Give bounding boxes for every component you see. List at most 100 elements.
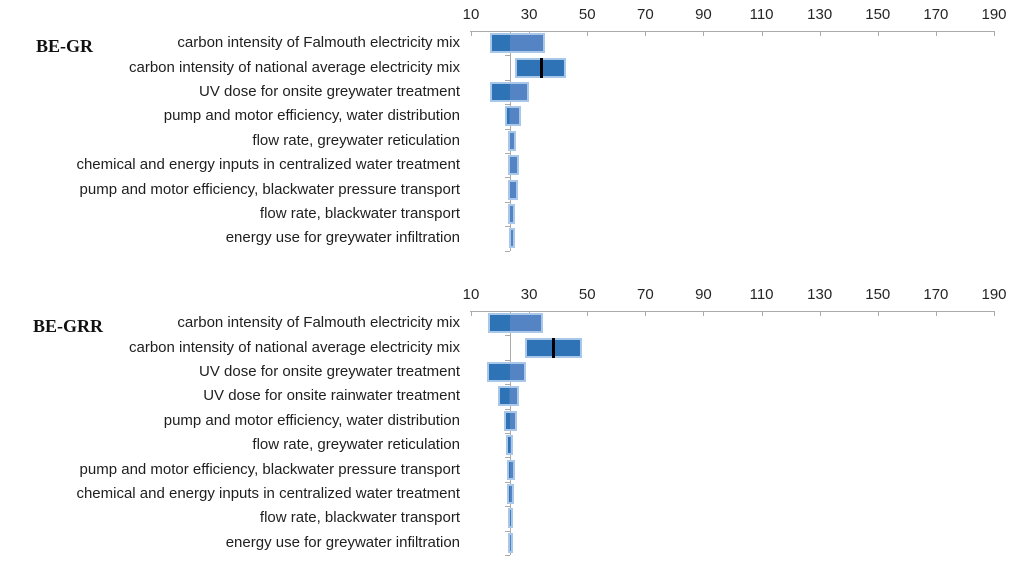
- sensitivity-bar: [507, 508, 514, 529]
- baseline-row-tick: [504, 457, 510, 459]
- baseline-row-tick: [504, 55, 510, 57]
- x-axis-tick-label: 10: [462, 6, 480, 23]
- x-axis-tick-label: 150: [865, 286, 891, 303]
- baseline-row-tick: [504, 481, 510, 483]
- row-label: pump and motor efficiency, blackwater pr…: [79, 180, 460, 198]
- baseline-row-tick: [504, 226, 510, 228]
- x-axis-tick: [935, 31, 937, 36]
- baseline-row-tick: [504, 506, 510, 508]
- row-label: flow rate, greywater reticulation: [252, 131, 460, 149]
- x-axis-tick: [471, 311, 472, 316]
- x-axis-tick: [471, 31, 472, 36]
- row-label: energy use for greywater infiltration: [225, 533, 460, 551]
- sensitivity-bar: [486, 362, 526, 382]
- x-axis-tick-label: 190: [981, 286, 1007, 303]
- row-label: UV dose for onsite greywater treatment: [199, 363, 460, 380]
- baseline-row-tick: [504, 530, 510, 532]
- row-label: flow rate, blackwater transport: [259, 205, 460, 222]
- baseline-row-tick: [504, 555, 510, 556]
- baseline-row-tick: [504, 79, 510, 81]
- sensitivity-bar: [506, 459, 516, 480]
- x-axis-tick-label: 30: [520, 6, 538, 23]
- sensitivity-bar: [498, 386, 520, 407]
- baseline-row-tick: [504, 384, 510, 386]
- sensitivity-bar: [505, 106, 521, 127]
- x-axis-tick-label: 10: [462, 286, 480, 303]
- x-axis-line: [470, 31, 995, 32]
- x-axis-tick: [819, 311, 821, 316]
- x-axis-tick: [703, 311, 705, 316]
- baseline-row-tick: [504, 433, 510, 434]
- x-axis-tick: [645, 31, 647, 36]
- row-label: carbon intensity of national average ele…: [129, 338, 460, 356]
- baseline-axis-line: [509, 311, 511, 555]
- row-label: flow rate, blackwater transport: [259, 509, 460, 527]
- x-axis-tick: [994, 311, 995, 316]
- sensitivity-bar: [506, 484, 514, 504]
- baseline-row-tick: [504, 408, 510, 410]
- row-label: carbon intensity of Falmouth electricity…: [177, 34, 460, 52]
- sensitivity-bar: [508, 532, 513, 553]
- sensitivity-bar: [515, 57, 566, 78]
- baseline-row-tick: [504, 250, 510, 252]
- marker-line: [539, 57, 543, 78]
- row-label: chemical and energy inputs in centralize…: [76, 156, 460, 174]
- x-axis-tick-label: 70: [636, 6, 654, 23]
- baseline-row-tick: [504, 153, 510, 154]
- baseline-row-tick: [504, 104, 510, 106]
- row-label: carbon intensity of national average ele…: [129, 58, 460, 76]
- x-axis-tick-label: 130: [807, 6, 833, 23]
- sensitivity-bar: [490, 33, 546, 54]
- sensitivity-bar: [508, 228, 515, 249]
- sensitivity-bar: [508, 155, 519, 176]
- chart-title: BE-GR: [36, 36, 94, 56]
- x-axis-tick-label: 150: [865, 6, 891, 23]
- baseline-row-tick: [504, 177, 510, 179]
- row-label: flow rate, greywater reticulation: [252, 436, 460, 454]
- sensitivity-bar: [505, 435, 514, 456]
- x-axis-tick: [935, 311, 937, 316]
- row-label: energy use for greywater infiltration: [225, 229, 460, 247]
- x-axis-tick-label: 110: [749, 286, 774, 303]
- row-label: chemical and energy inputs in centralize…: [76, 485, 460, 502]
- sensitivity-bar: [508, 204, 516, 224]
- row-label: carbon intensity of Falmouth electricity…: [177, 314, 460, 332]
- x-axis-tick-label: 170: [923, 286, 949, 303]
- x-axis-tick: [703, 31, 705, 36]
- x-axis-tick: [877, 31, 879, 36]
- x-axis-tick-label: 170: [923, 6, 949, 23]
- chart-title: BE-GRR: [33, 316, 104, 336]
- row-label: pump and motor efficiency, blackwater pr…: [79, 460, 460, 478]
- x-axis-tick-label: 190: [981, 6, 1007, 23]
- x-axis-tick: [587, 31, 589, 36]
- x-axis-tick: [819, 31, 821, 36]
- baseline-row-tick: [504, 335, 510, 337]
- sensitivity-bar: [508, 130, 517, 151]
- sensitivity-bar: [488, 313, 544, 334]
- x-axis-tick-label: 50: [578, 286, 596, 303]
- sensitivity-bar: [508, 179, 518, 200]
- sensitivity-bar: [524, 337, 582, 358]
- x-axis-tick: [761, 31, 763, 36]
- x-axis-tick-label: 90: [695, 286, 712, 303]
- x-axis-tick: [994, 31, 995, 36]
- x-axis-tick: [877, 311, 879, 316]
- row-label: pump and motor efficiency, water distrib…: [163, 107, 460, 125]
- row-label: pump and motor efficiency, water distrib…: [163, 411, 460, 429]
- sensitivity-bar: [489, 82, 530, 102]
- row-label: UV dose for onsite greywater treatment: [199, 83, 460, 100]
- x-axis-tick-label: 110: [749, 6, 774, 23]
- row-label: UV dose for onsite rainwater treatment: [203, 387, 460, 405]
- sensitivity-bar: [504, 410, 517, 431]
- baseline-row-tick: [504, 128, 510, 130]
- x-axis-tick: [587, 311, 589, 316]
- x-axis-tick: [645, 311, 647, 316]
- marker-line: [552, 337, 556, 358]
- x-axis-tick: [761, 311, 763, 316]
- baseline-row-tick: [504, 359, 510, 361]
- x-axis-tick-label: 130: [807, 286, 833, 303]
- x-axis-tick-label: 50: [578, 6, 596, 23]
